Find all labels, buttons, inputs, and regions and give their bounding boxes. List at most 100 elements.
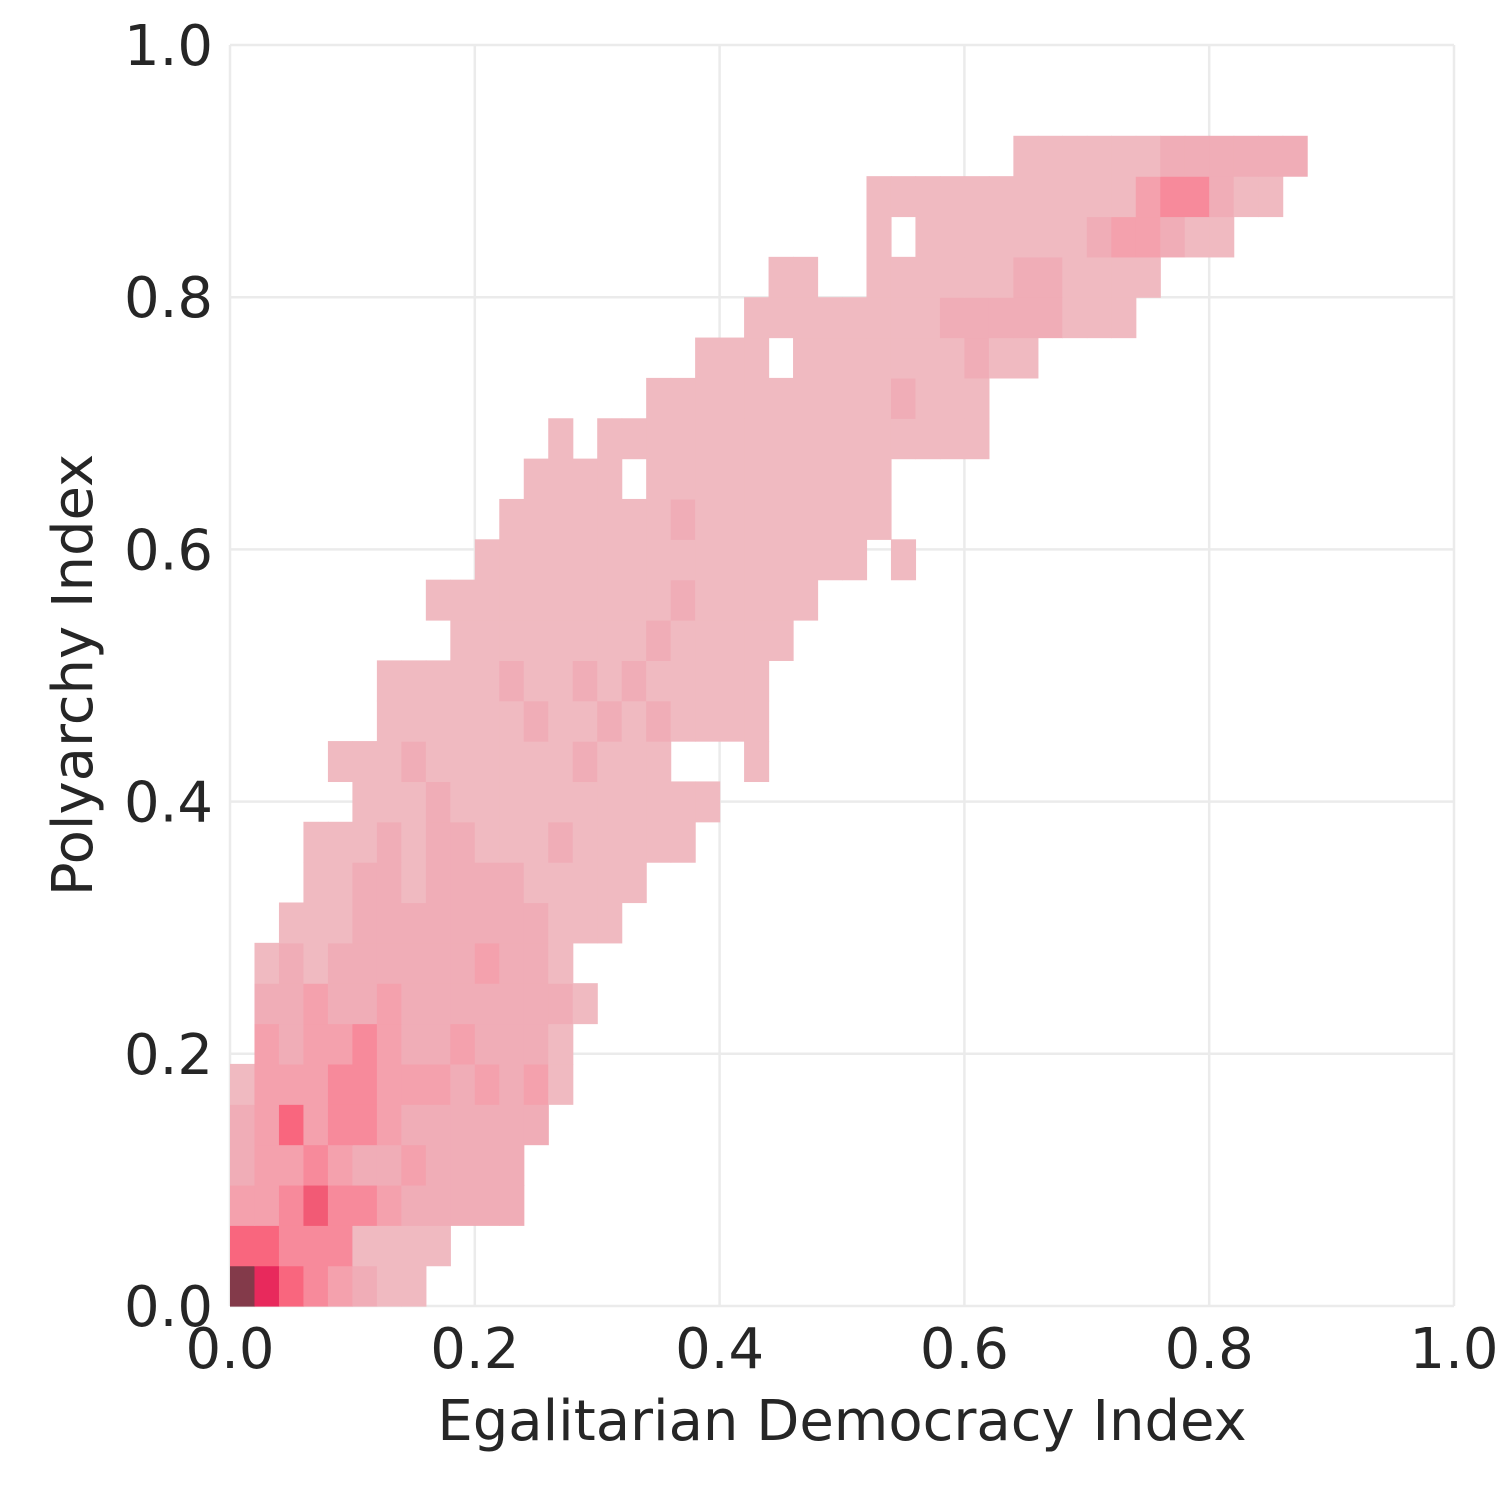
heatmap-cell	[548, 983, 574, 1025]
heatmap-cell	[1086, 135, 1112, 177]
heatmap-cell	[1013, 337, 1039, 379]
heatmap-cell	[376, 660, 402, 702]
heatmap-cell	[474, 781, 500, 823]
heatmap-cell	[474, 983, 500, 1025]
heatmap-cell	[327, 1225, 353, 1267]
heatmap-cell	[352, 821, 378, 863]
heatmap-cell	[646, 700, 672, 742]
heatmap-cell	[1160, 216, 1186, 258]
heatmap-cell	[548, 1023, 574, 1065]
heatmap-cell	[474, 902, 500, 944]
heatmap-cell	[1086, 256, 1112, 298]
x-tick-label: 0.6	[920, 1317, 1009, 1382]
heatmap-cell	[842, 418, 868, 460]
heatmap-cell	[254, 1104, 280, 1146]
heatmap-cell	[352, 1144, 378, 1186]
heatmap-cell	[621, 620, 647, 661]
heatmap-cell	[523, 498, 549, 540]
heatmap-cell	[523, 1063, 549, 1105]
heatmap-cell	[450, 781, 476, 823]
heatmap-cell	[1184, 176, 1210, 218]
heatmap-cell	[744, 539, 770, 581]
heatmap-cell	[474, 620, 500, 661]
heatmap-cell	[817, 337, 843, 379]
heatmap-cell	[425, 741, 451, 783]
heatmap-cell	[450, 1063, 476, 1105]
x-tick-label: 0.0	[185, 1317, 274, 1382]
heatmap-cell	[768, 418, 794, 460]
heatmap-cell	[719, 660, 745, 702]
heatmap-cell	[695, 539, 721, 581]
heatmap-cell	[474, 1144, 500, 1186]
heatmap-cell	[499, 902, 525, 944]
heatmap-cell	[401, 781, 427, 823]
heatmap-cell	[695, 700, 721, 742]
heatmap-cell	[1111, 256, 1137, 298]
heatmap-cell	[548, 700, 574, 742]
heatmap-cell	[376, 1063, 402, 1105]
heatmap-cell	[425, 660, 451, 702]
heatmap-cell	[572, 821, 598, 863]
y-tick-labels: 0.0 0.2 0.4 0.6 0.8 1.0	[124, 14, 213, 1340]
heatmap-cell	[401, 942, 427, 984]
heatmap-cell	[401, 700, 427, 742]
heatmap-cell	[1135, 135, 1161, 177]
heatmap-cell	[1037, 297, 1063, 339]
heatmap-cell	[744, 660, 770, 702]
heatmap-cell	[670, 418, 696, 460]
heatmap-cell	[768, 377, 794, 419]
heatmap-cell	[890, 176, 917, 218]
heatmap-cell	[425, 1063, 451, 1105]
heatmap-cell	[744, 377, 770, 419]
heatmap-cell	[1135, 216, 1161, 258]
heatmap-cell	[376, 821, 402, 863]
heatmap-cell	[744, 337, 770, 379]
heatmap-cell	[548, 821, 574, 863]
heatmap-cell	[793, 337, 819, 379]
heatmap-cell	[744, 579, 770, 621]
heatmap-cell	[1209, 135, 1235, 177]
heatmap-cell	[1233, 135, 1259, 177]
heatmap-cell	[425, 942, 451, 984]
heatmap-cell	[352, 1104, 378, 1146]
y-tick-label: 0.0	[124, 1275, 213, 1340]
heatmap-cell	[621, 579, 647, 621]
y-axis-label: Polyarchy Index	[41, 454, 106, 896]
heatmap-cell	[890, 297, 917, 339]
heatmap-cell	[597, 821, 623, 863]
heatmap-cell	[327, 1265, 353, 1307]
heatmap-cell	[572, 579, 598, 621]
heatmap-cell	[621, 660, 647, 702]
heatmap-cell	[572, 862, 598, 904]
heatmap-cell	[352, 741, 378, 783]
heatmap-cell	[230, 1184, 256, 1226]
heatmap-cell	[670, 700, 696, 742]
heatmap-cell	[474, 579, 500, 621]
heatmap-cell	[499, 539, 525, 581]
heatmap-cell	[425, 1144, 451, 1186]
heatmap-cell	[499, 1104, 525, 1146]
heatmap-cell	[1258, 135, 1284, 177]
heatmap-cell	[230, 1104, 256, 1146]
heatmap-cell	[523, 1104, 549, 1146]
heatmap-cell	[352, 781, 378, 823]
heatmap-cell	[401, 660, 427, 702]
heatmap-cell	[646, 458, 672, 500]
heatmap-cell	[572, 902, 598, 944]
heatmap-cell	[376, 741, 402, 783]
heatmap-cell	[695, 579, 721, 621]
heatmap-cell	[842, 539, 868, 581]
heatmap-cell	[401, 1063, 427, 1105]
heatmap-cell	[719, 337, 745, 379]
heatmap-cell	[719, 377, 745, 419]
heatmap-cell	[425, 902, 451, 944]
heatmap-cell	[499, 579, 525, 621]
heatmap-cell	[303, 902, 329, 944]
heatmap-cell	[523, 983, 549, 1025]
heatmap-cell	[327, 1023, 353, 1065]
heatmap-cell	[474, 862, 500, 904]
heatmap-cell	[1062, 216, 1088, 258]
heatmap-cell	[1086, 176, 1112, 218]
heatmap-cell	[915, 176, 941, 218]
heatmap-cell	[621, 821, 647, 863]
